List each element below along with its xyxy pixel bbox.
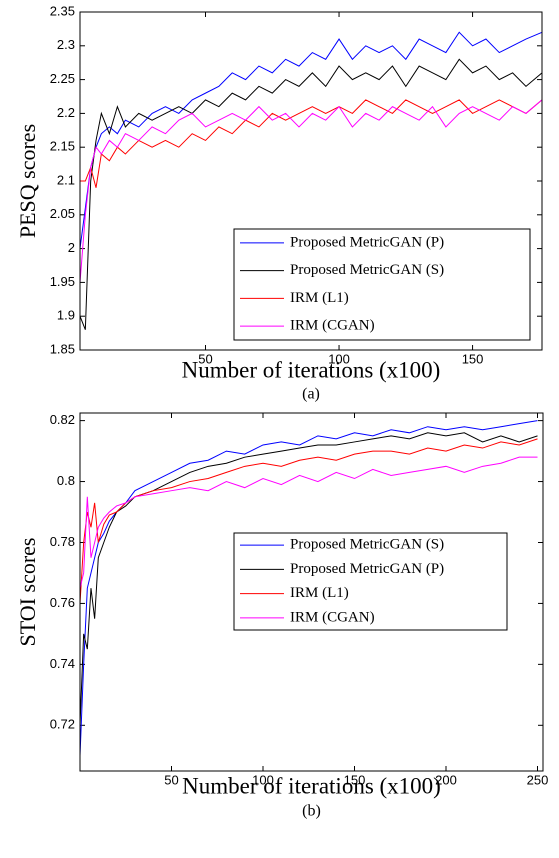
- legend-box: [233, 532, 508, 631]
- legend-label: Proposed MetricGAN (P): [290, 561, 444, 577]
- x-axis-label: Number of iterations (x100): [182, 357, 441, 382]
- y-tick-label: 2: [68, 240, 75, 255]
- y-tick-label: 2.2: [57, 105, 75, 120]
- series-line: [79, 58, 543, 330]
- caption: (b): [302, 803, 321, 820]
- y-tick-label: 0.8: [57, 473, 75, 488]
- y-tick-label: 2.05: [50, 206, 75, 221]
- legend-label: IRM (L1): [290, 290, 349, 306]
- y-tick-label: 2.15: [50, 139, 75, 154]
- series-line: [79, 438, 538, 604]
- series-line: [79, 420, 538, 756]
- x-tick-label: 150: [344, 772, 366, 787]
- y-tick-label: 0.76: [50, 595, 75, 610]
- y-tick-label: 1.85: [50, 341, 75, 356]
- x-axis-label: Number of iterations (x100): [182, 773, 441, 798]
- legend-label: Proposed MetricGAN (S): [290, 537, 444, 553]
- y-tick-label: 1.95: [50, 274, 75, 289]
- y-tick-label: 2.25: [50, 71, 75, 86]
- legend-label: Proposed MetricGAN (P): [290, 234, 444, 250]
- y-axis-label: PESQ scores: [15, 124, 40, 238]
- y-axis-label: STOI scores: [15, 538, 40, 647]
- y-tick-label: 0.78: [50, 534, 75, 549]
- series-line: [80, 99, 543, 188]
- x-tick-label: 100: [252, 772, 274, 787]
- y-tick-label: 2.1: [57, 172, 75, 187]
- legend-label: IRM (CGAN): [290, 609, 375, 625]
- y-tick-label: 2.3: [57, 37, 75, 52]
- y-tick-label: 0.72: [50, 717, 75, 732]
- series-line: [79, 99, 543, 283]
- y-tick-label: 0.82: [50, 412, 75, 427]
- x-tick-label: 200: [435, 772, 457, 787]
- y-tick-label: 2.35: [50, 3, 75, 18]
- series-line: [79, 456, 538, 589]
- legend-label: Proposed MetricGAN (S): [290, 262, 444, 278]
- y-tick-label: 0.74: [50, 656, 75, 671]
- caption: (a): [302, 386, 320, 403]
- x-tick-label: 100: [328, 351, 350, 366]
- y-tick-label: 1.9: [57, 308, 75, 323]
- legend-label: IRM (CGAN): [290, 318, 375, 334]
- series-line: [79, 432, 538, 726]
- legend-label: IRM (L1): [290, 585, 349, 601]
- series-line: [79, 31, 543, 249]
- x-tick-label: 250: [527, 772, 549, 787]
- x-tick-label: 150: [462, 351, 484, 366]
- x-tick-label: 50: [198, 351, 212, 366]
- x-tick-label: 50: [164, 772, 178, 787]
- plot-frame: [79, 11, 543, 351]
- plot-frame: [79, 412, 544, 772]
- legend-box: [233, 228, 531, 341]
